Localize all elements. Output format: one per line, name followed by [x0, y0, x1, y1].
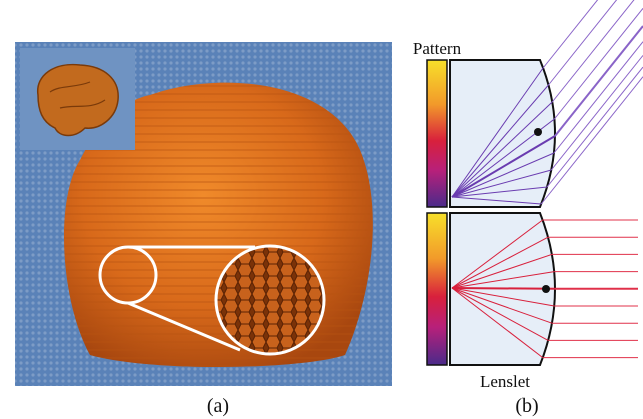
ray	[554, 8, 643, 119]
lenslet-diagram	[427, 60, 555, 365]
ray	[551, 55, 643, 170]
lens-center	[534, 128, 542, 136]
panel-a-label: (a)	[207, 395, 229, 417]
ray	[541, 77, 643, 204]
panel-a-image	[15, 42, 392, 386]
lenslet-label: Lenslet	[480, 372, 530, 391]
ray	[452, 288, 555, 289]
ray	[555, 26, 643, 136]
lens-center	[542, 285, 550, 293]
panel-b-label: (b)	[515, 395, 538, 417]
ray	[552, 0, 643, 102]
ray	[543, 0, 643, 68]
ray	[554, 42, 643, 153]
figure: (a) Pattern Lenslet (b) (() => { const d…	[0, 0, 643, 419]
pattern-label: Pattern	[413, 39, 462, 58]
